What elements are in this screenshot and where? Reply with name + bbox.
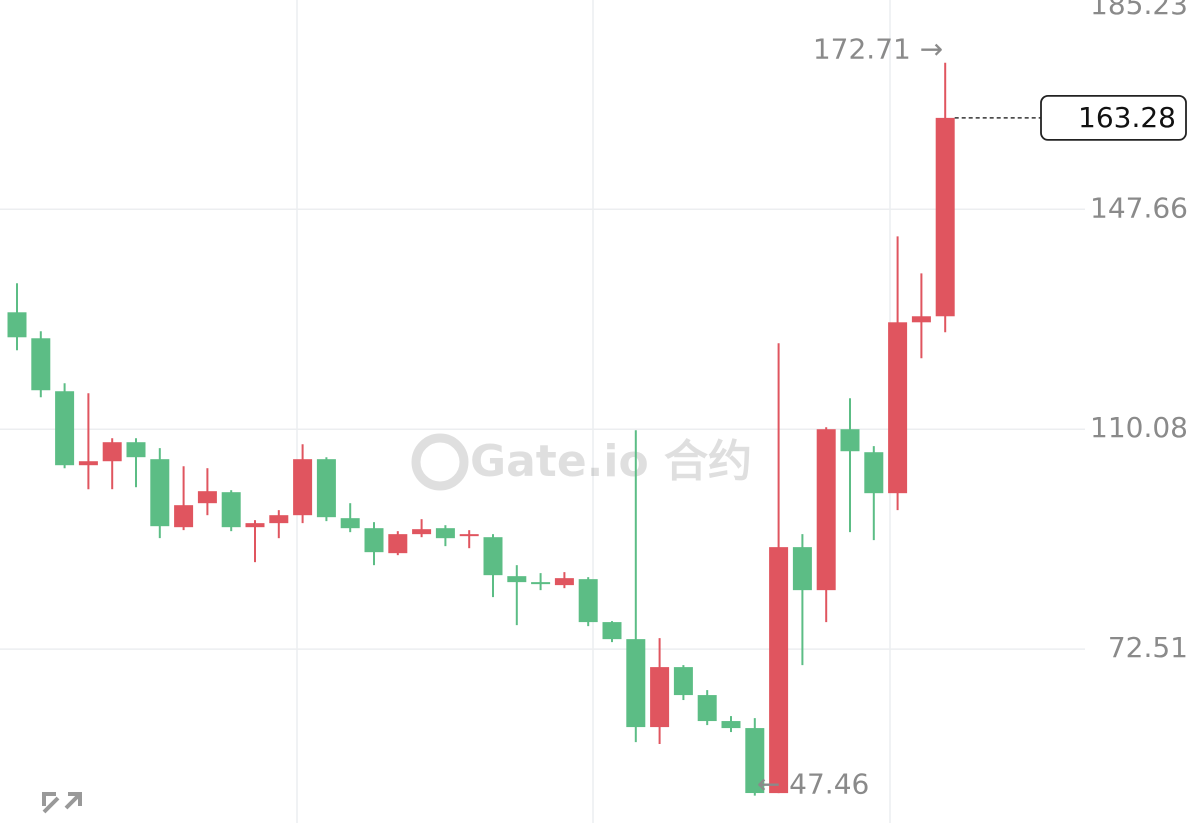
candle-body [435, 528, 455, 539]
candle-body [864, 452, 884, 494]
candle-body [55, 391, 75, 466]
candle [626, 430, 646, 743]
candle-body [174, 505, 194, 528]
candle-body [459, 534, 479, 537]
expand-icon-path [42, 792, 82, 814]
candle-body [507, 576, 527, 583]
candle [792, 534, 812, 666]
candle [7, 283, 27, 351]
watermark: Gate.io 合约 [411, 433, 752, 491]
candle [364, 522, 384, 566]
candle-body [102, 442, 122, 462]
candle-body [245, 523, 265, 528]
candle-body [697, 695, 717, 722]
candle-body [721, 721, 741, 729]
time-grid [296, 0, 891, 823]
candle-body [888, 322, 908, 494]
candle [102, 438, 122, 490]
candle [55, 383, 75, 469]
candle-body [7, 312, 27, 338]
candle [435, 525, 455, 547]
candle-body [792, 547, 812, 591]
candle-body [126, 442, 146, 458]
candle [935, 62, 955, 333]
candle [888, 236, 908, 511]
candle-body [412, 529, 432, 535]
candle [673, 665, 693, 701]
candle-body [935, 117, 955, 317]
candle-body [269, 515, 289, 524]
candle-body [31, 338, 51, 391]
candle-body [602, 622, 622, 640]
candle [864, 446, 884, 541]
candle [78, 393, 98, 490]
candle [650, 638, 670, 745]
candle [816, 427, 836, 623]
candle [721, 716, 741, 733]
candle-body [293, 459, 313, 516]
y-tick-label: 185.23 [1090, 0, 1188, 21]
candle-body [745, 728, 765, 794]
candle-body [316, 459, 336, 518]
candle [293, 444, 313, 524]
candle [745, 718, 765, 796]
candle [245, 520, 265, 563]
candle-body [816, 429, 836, 591]
candle [221, 490, 241, 532]
candle-body [554, 578, 574, 586]
candle [911, 273, 931, 359]
candle [126, 438, 146, 488]
candle [554, 572, 574, 589]
candle [340, 503, 360, 533]
candle-body [483, 537, 503, 576]
candle [197, 468, 217, 516]
candle [602, 621, 622, 643]
candle-body [340, 518, 360, 529]
candle [316, 457, 336, 522]
expand-icon[interactable] [42, 792, 82, 814]
candle [269, 510, 289, 539]
candle [412, 519, 432, 538]
candle [174, 466, 194, 531]
candle-body [150, 459, 170, 527]
candle [531, 573, 551, 591]
high-label: 172.71 → [813, 33, 943, 66]
y-tick-label: 110.08 [1090, 411, 1188, 444]
candle-body [769, 547, 789, 794]
candle-body [840, 429, 860, 452]
candle [697, 690, 717, 726]
y-tick-label: 147.66 [1090, 191, 1188, 224]
candle [459, 530, 479, 549]
candle [769, 343, 789, 794]
candle-body [364, 528, 384, 553]
candle [388, 531, 408, 556]
candle [507, 565, 527, 626]
candle-body [911, 316, 931, 323]
candle [483, 534, 503, 598]
candle [31, 331, 51, 398]
last-price-tag [1040, 94, 1187, 141]
last-price-label: 163.28 [1078, 101, 1176, 134]
candle-body [578, 579, 598, 623]
candle-body [197, 491, 217, 504]
candle-body [673, 667, 693, 696]
candle [150, 448, 170, 539]
low-label: ← 47.46 [757, 768, 870, 801]
candle-body [78, 461, 98, 466]
y-tick-label: 72.51 [1108, 631, 1188, 664]
candle [578, 577, 598, 627]
candle-body [221, 492, 241, 528]
candle-body [531, 582, 551, 585]
candle-body [626, 639, 646, 728]
candle [840, 398, 860, 533]
watermark-logo [411, 433, 469, 491]
candle-body [388, 534, 408, 554]
candle-body [650, 667, 670, 728]
watermark-text: Gate.io 合约 [470, 436, 752, 487]
